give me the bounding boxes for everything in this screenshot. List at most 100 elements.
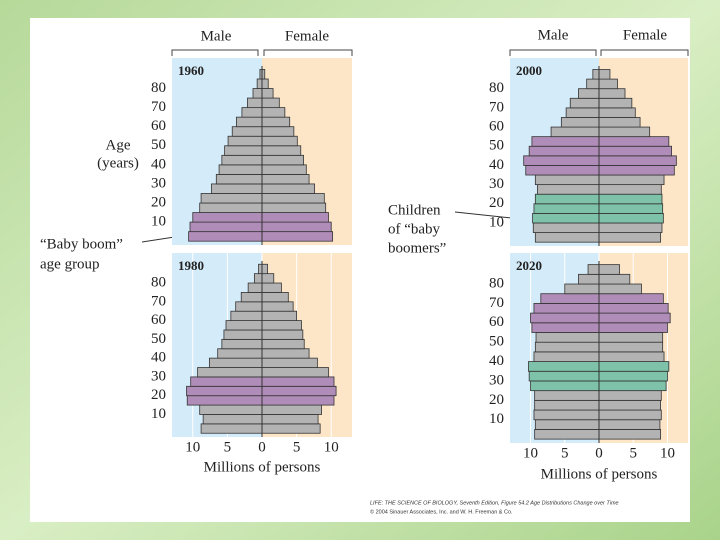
x-tick-label: 5	[561, 445, 569, 461]
female-bar	[598, 222, 663, 233]
female-bar	[598, 293, 664, 304]
female-bar	[598, 155, 677, 166]
male-bar	[199, 202, 263, 213]
male-bar	[533, 351, 600, 362]
male-bar	[528, 370, 600, 382]
male-bar	[540, 293, 600, 304]
male-bar	[189, 221, 263, 233]
female-bar	[261, 212, 329, 223]
male-bar	[221, 154, 263, 166]
female-bar	[598, 361, 670, 372]
male-bar	[532, 212, 600, 224]
female-bar	[598, 145, 672, 157]
annotation: of “baby	[388, 221, 441, 237]
chart-title: 2020	[516, 258, 542, 273]
chart-title: 1960	[178, 63, 204, 78]
male-bar	[230, 310, 263, 321]
female-bar	[598, 341, 664, 353]
male-bar	[534, 193, 600, 205]
female-bar	[261, 329, 304, 340]
female-bar	[261, 404, 322, 415]
y-tick-label: 20	[151, 387, 166, 403]
female-bar	[598, 380, 667, 392]
male-bar	[534, 429, 600, 440]
male-bar	[192, 212, 263, 223]
male-bar	[186, 395, 263, 406]
male-bar	[534, 232, 600, 243]
y-tick-label: 20	[489, 392, 504, 408]
female-bar	[598, 193, 663, 205]
x-tick-label: 10	[523, 445, 538, 461]
male-bar	[202, 414, 263, 425]
y-tick-label: 70	[489, 295, 504, 311]
male-bar	[188, 231, 263, 242]
male-bar	[235, 116, 263, 128]
y-tick-label: 80	[489, 80, 504, 96]
female-bar	[261, 88, 274, 99]
male-bar	[534, 174, 600, 186]
female-bar	[261, 183, 316, 194]
male-bar	[223, 329, 263, 340]
y-tick-label: 40	[151, 156, 166, 172]
female-bar	[261, 292, 289, 303]
y-tick-label: 70	[489, 99, 504, 115]
male-bar	[534, 419, 600, 430]
female-bar	[598, 303, 669, 314]
female-bar	[261, 231, 334, 242]
male-bar	[560, 117, 600, 128]
y-axis-label: Age	[106, 137, 131, 153]
female-bar	[598, 273, 631, 285]
y-tick-label: 20	[151, 194, 166, 210]
female-bar	[261, 135, 298, 147]
female-bar	[598, 351, 665, 362]
x-tick-label: 0	[258, 439, 266, 455]
y-tick-label: 60	[151, 312, 166, 328]
female-bar	[598, 165, 675, 176]
y-tick-label: 60	[489, 314, 504, 330]
annotation: boomers”	[388, 240, 446, 256]
male-bar	[523, 155, 600, 166]
male-bar	[217, 348, 263, 359]
female-header: Female	[623, 27, 667, 43]
x-tick-label: 5	[224, 439, 232, 455]
male-bar	[215, 173, 263, 185]
y-tick-label: 80	[489, 275, 504, 291]
male-bar	[534, 399, 600, 411]
female-bar	[261, 282, 282, 293]
y-tick-label: 10	[489, 214, 504, 230]
female-bar	[598, 283, 642, 295]
female-bar	[261, 145, 302, 156]
y-tick-label: 20	[489, 195, 504, 211]
y-tick-label: 70	[151, 293, 166, 309]
male-bar	[578, 273, 600, 285]
y-tick-label: 40	[151, 350, 166, 366]
male-bar	[532, 222, 600, 233]
female-bar	[261, 164, 307, 175]
male-bar	[218, 164, 263, 175]
male-bar	[586, 78, 600, 90]
chart-title: 1980	[178, 258, 204, 273]
y-tick-label: 50	[151, 137, 166, 153]
female-bar	[261, 414, 319, 425]
x-tick-label: 10	[324, 439, 339, 455]
male-bar	[247, 97, 263, 109]
male-bar	[525, 165, 600, 176]
male-bar	[221, 338, 263, 350]
y-tick-label: 80	[151, 80, 166, 96]
female-bar	[261, 263, 268, 275]
y-tick-label: 10	[151, 406, 166, 422]
male-bar	[253, 273, 263, 284]
female-bar	[598, 184, 662, 195]
y-tick-label: 30	[489, 176, 504, 192]
y-tick-label: 30	[151, 368, 166, 384]
y-tick-label: 50	[151, 331, 166, 347]
y-tick-label: 60	[151, 118, 166, 134]
female-bar	[261, 348, 310, 359]
annotation: age group	[40, 256, 100, 272]
male-header: Male	[538, 27, 569, 43]
y-tick-label: 10	[489, 411, 504, 427]
male-bar	[534, 341, 600, 353]
x-tick-label: 5	[629, 445, 637, 461]
male-bar	[533, 409, 600, 421]
y-axis-label: (years)	[97, 155, 139, 171]
